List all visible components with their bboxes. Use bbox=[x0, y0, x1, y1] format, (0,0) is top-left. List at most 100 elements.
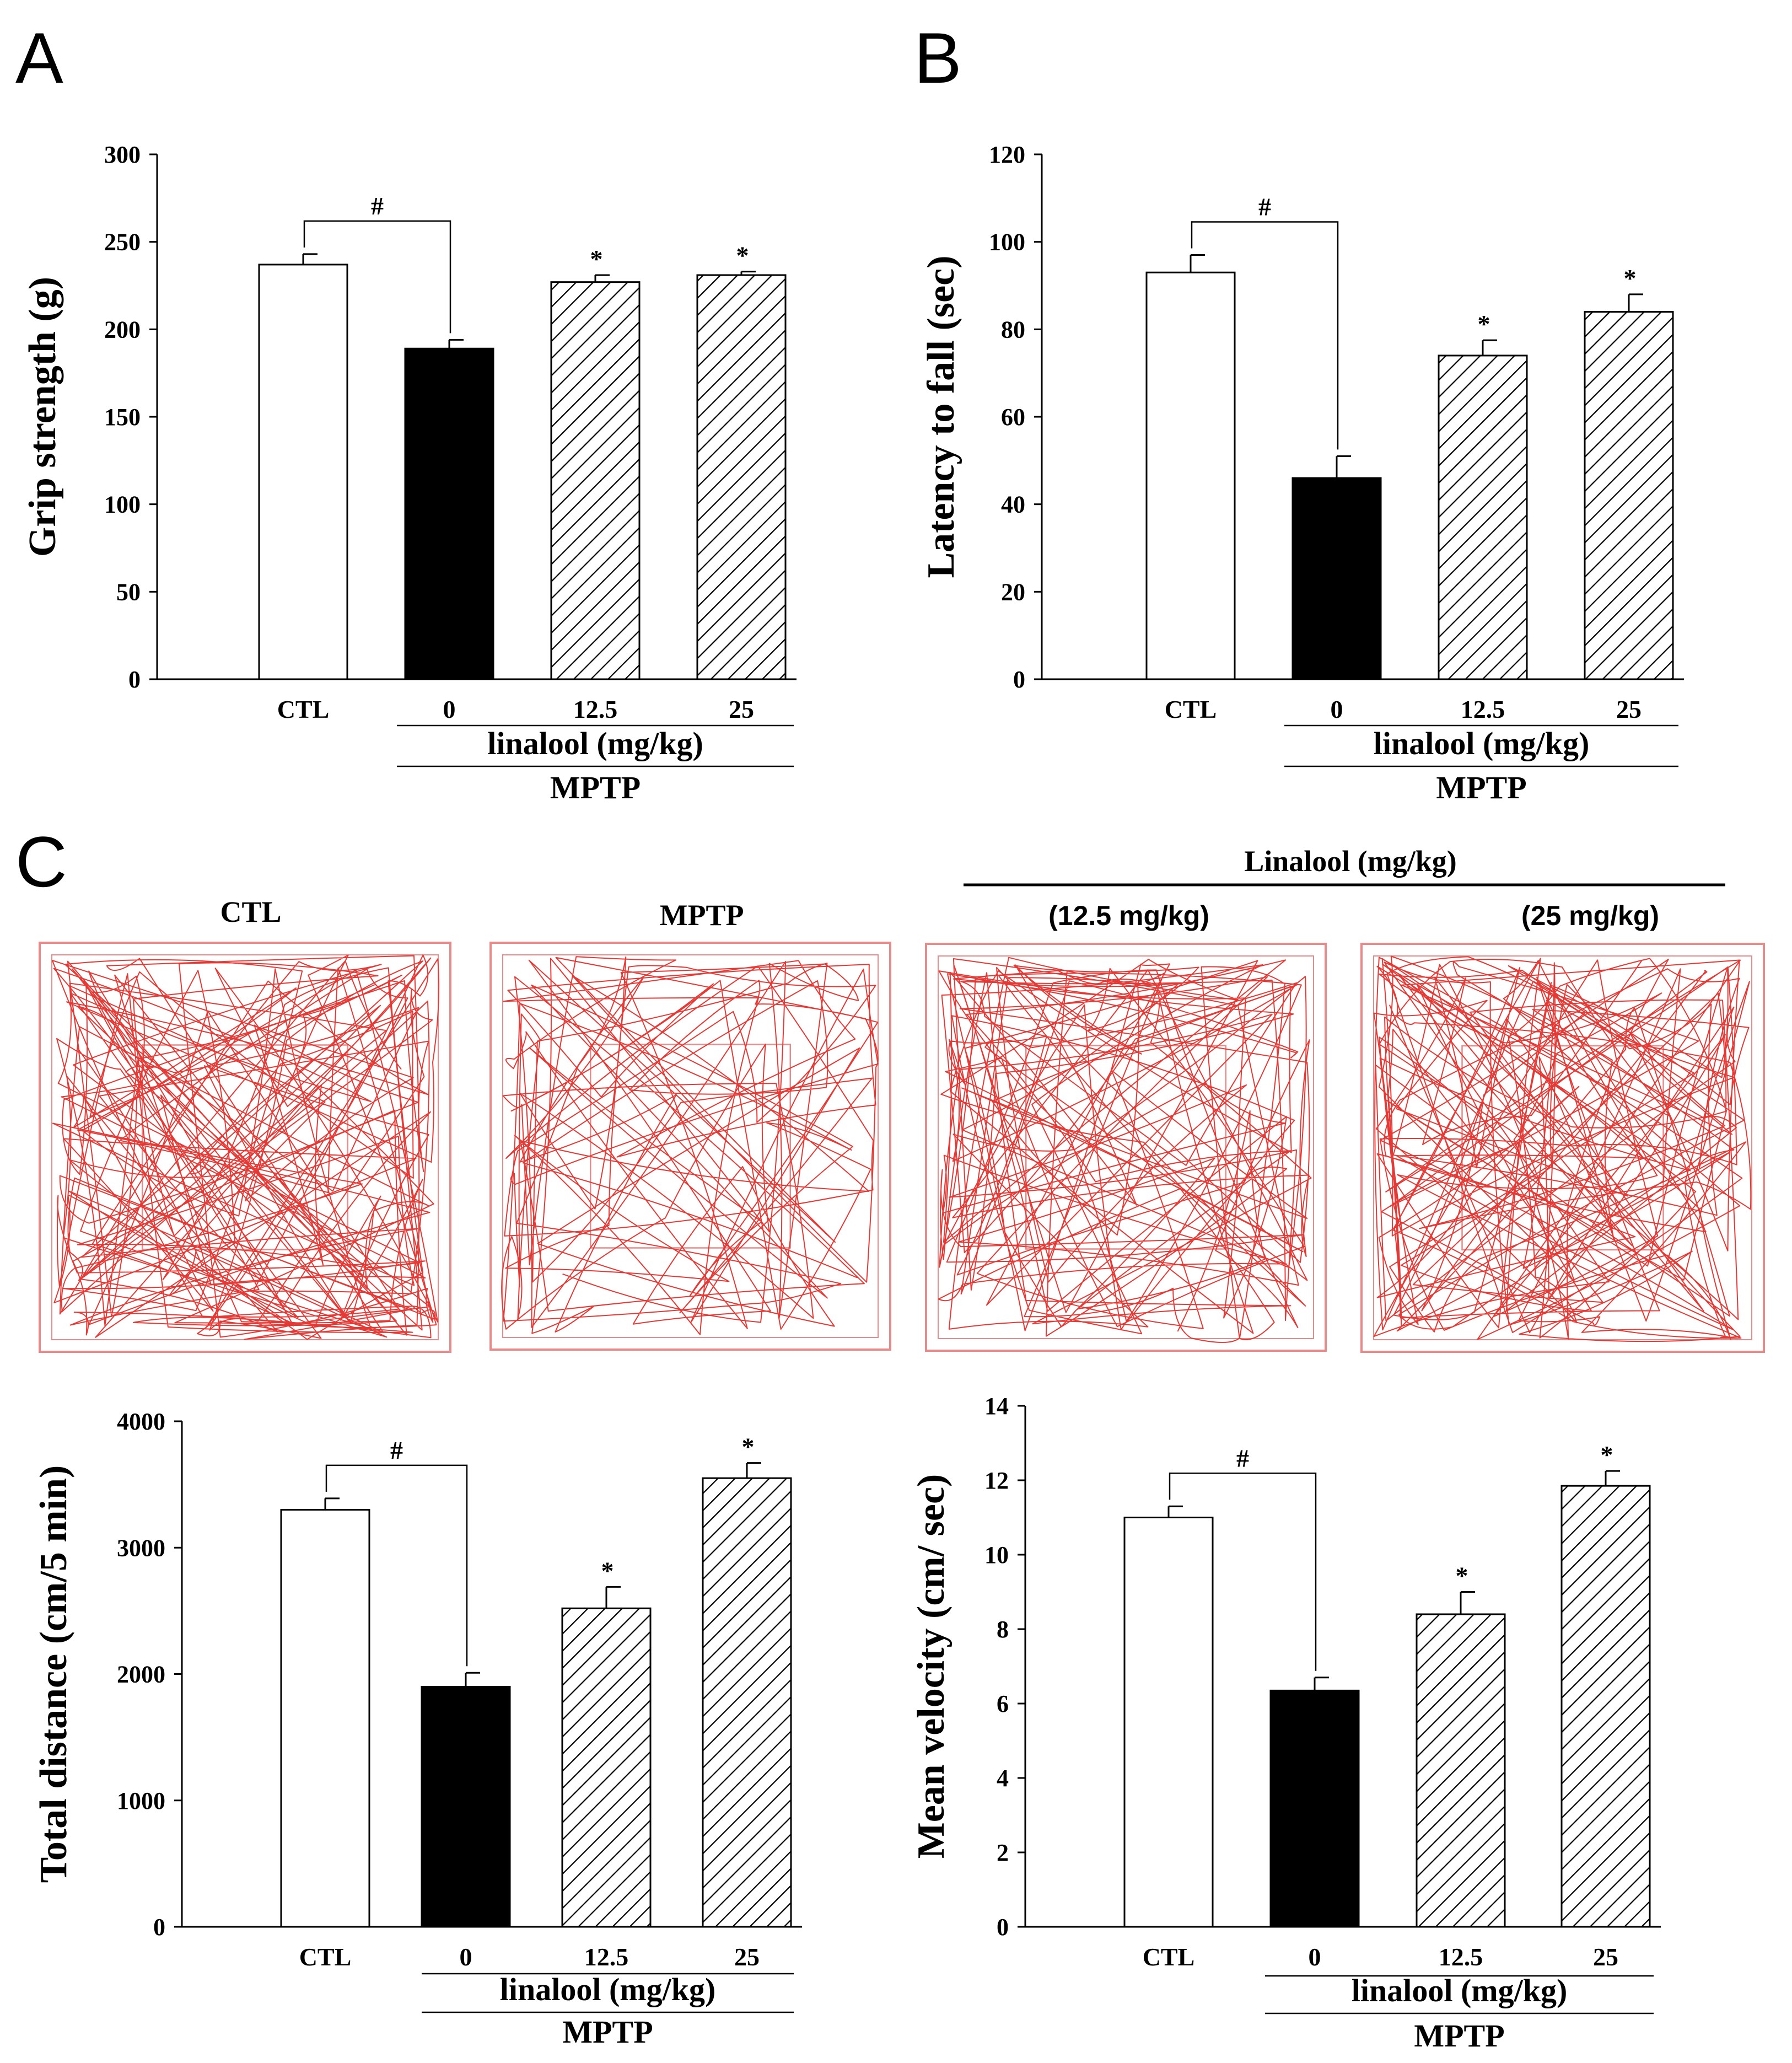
y-tick-label: 8 bbox=[997, 1616, 1009, 1643]
significance-hash: # bbox=[1258, 192, 1271, 221]
y-tick-label: 80 bbox=[1001, 316, 1025, 343]
total-distance-chart: 0 1000 2000 3000 4000 Total distance (cm/5 mi… bbox=[33, 1408, 802, 2050]
bar-0 bbox=[421, 1685, 511, 1928]
significance-star: * bbox=[1456, 1562, 1468, 1590]
arena-label-mptp: MPTP bbox=[660, 899, 744, 932]
arena-ctl bbox=[39, 942, 451, 1353]
panel-letter-c: C bbox=[15, 821, 67, 902]
significance-hash: # bbox=[390, 1436, 403, 1464]
panel-letter-b: B bbox=[914, 18, 962, 98]
y-tick-label: 60 bbox=[1001, 404, 1025, 431]
group-label: linalool (mg/kg) bbox=[500, 1971, 716, 2007]
category-label: 25 bbox=[1593, 1943, 1618, 1971]
significance-hash: # bbox=[1236, 1444, 1249, 1472]
arena-label-12-5: (12.5 mg/kg) bbox=[1048, 900, 1209, 931]
arena-label-ctl: CTL bbox=[220, 895, 281, 928]
significance-bracket bbox=[303, 220, 451, 334]
y-axis-label: Mean velocity (cm/ sec) bbox=[910, 1474, 952, 1859]
category-label: 12.5 bbox=[584, 1943, 629, 1971]
grip-strength-chart: 0 50 100 150 200 250 300 Grip strength (g) CTL 0 1… bbox=[21, 141, 797, 805]
y-tick-label: 150 bbox=[104, 404, 141, 431]
arena-linalool-12-5 bbox=[925, 943, 1327, 1352]
y-tick-label: 50 bbox=[116, 578, 141, 605]
arena-inner-border bbox=[1373, 955, 1752, 1340]
category-label: 0 bbox=[1309, 1943, 1321, 1971]
category-label: 25 bbox=[734, 1943, 760, 1971]
arena-label-25: (25 mg/kg) bbox=[1521, 900, 1659, 931]
movement-track bbox=[938, 957, 1312, 1343]
significance-star: * bbox=[1601, 1441, 1613, 1469]
category-label: 25 bbox=[729, 695, 754, 723]
arena-center-zone bbox=[142, 1044, 348, 1250]
y-tick-label: 200 bbox=[104, 316, 141, 343]
category-label: CTL bbox=[1143, 1943, 1195, 1971]
category-label: CTL bbox=[299, 1943, 352, 1971]
significance-star: * bbox=[601, 1556, 614, 1584]
open-field-tracks: CTL MPTP Linalool (mg/kg) (12.5 mg/kg) (… bbox=[39, 845, 1765, 1353]
significance-bracket bbox=[325, 1464, 468, 1667]
y-tick-label: 12 bbox=[984, 1467, 1009, 1494]
arena-mptp bbox=[489, 942, 891, 1351]
category-label: 0 bbox=[443, 695, 456, 723]
y-axis-label: Grip strength (g) bbox=[21, 277, 64, 557]
y-tick-label: 100 bbox=[989, 229, 1025, 256]
category-label: 12.5 bbox=[1461, 695, 1505, 723]
outer-group-label: MPTP bbox=[550, 770, 641, 805]
y-axis-label: Latency to fall (sec) bbox=[920, 255, 962, 578]
significance-bracket bbox=[1191, 221, 1339, 450]
y-tick-label: 40 bbox=[1001, 491, 1025, 518]
y-tick-label: 300 bbox=[104, 141, 141, 168]
bar-12-5 bbox=[550, 281, 641, 680]
mean-velocity-chart: 0 2 4 6 8 10 12 14 Mean velocity (cm/ sec) CTL 0 12… bbox=[910, 1393, 1661, 2054]
outer-group-label: MPTP bbox=[562, 2014, 653, 2050]
significance-hash: # bbox=[371, 192, 384, 220]
y-tick-label: 2 bbox=[997, 1839, 1009, 1866]
bar-ctl bbox=[280, 1508, 370, 1928]
bar-12-5 bbox=[1416, 1613, 1506, 1928]
y-tick-label: 120 bbox=[989, 141, 1025, 168]
bar-12-5 bbox=[561, 1607, 652, 1928]
category-label: 0 bbox=[1331, 695, 1343, 723]
movement-track bbox=[1373, 955, 1752, 1342]
y-axis-label: Total distance (cm/5 min) bbox=[33, 1465, 75, 1883]
linalool-header: Linalool (mg/kg) bbox=[1244, 845, 1457, 878]
arena-inner-border bbox=[938, 955, 1314, 1339]
bar-ctl bbox=[1123, 1517, 1214, 1928]
arena-border bbox=[489, 942, 891, 1351]
category-label: 25 bbox=[1616, 695, 1642, 723]
y-tick-label: 3000 bbox=[117, 1534, 165, 1561]
panel-letter-a: A bbox=[15, 18, 63, 98]
bar-25 bbox=[696, 274, 787, 680]
arena-linalool-25 bbox=[1360, 943, 1765, 1353]
y-tick-label: 0 bbox=[997, 1914, 1009, 1941]
y-tick-label: 4 bbox=[997, 1765, 1009, 1792]
bar-ctl bbox=[1145, 271, 1236, 680]
y-tick-label: 6 bbox=[997, 1690, 1009, 1717]
bar-0 bbox=[404, 347, 494, 680]
bar-25 bbox=[702, 1477, 792, 1928]
outer-group-label: MPTP bbox=[1414, 2018, 1504, 2054]
bar-25 bbox=[1560, 1485, 1651, 1928]
movement-track bbox=[51, 954, 440, 1340]
arena-inner-border bbox=[502, 954, 879, 1338]
category-label: 12.5 bbox=[573, 695, 618, 723]
outer-group-label: MPTP bbox=[1436, 770, 1526, 805]
y-tick-label: 0 bbox=[128, 666, 141, 693]
arena-center-zone bbox=[590, 1044, 791, 1249]
significance-star: * bbox=[742, 1433, 755, 1461]
y-tick-label: 0 bbox=[153, 1914, 165, 1941]
y-tick-label: 10 bbox=[984, 1541, 1009, 1568]
significance-bracket bbox=[1169, 1473, 1317, 1671]
category-label: 12.5 bbox=[1439, 1943, 1483, 1971]
bar-0 bbox=[1291, 477, 1382, 680]
significance-star: * bbox=[1478, 310, 1490, 338]
group-label: linalool (mg/kg) bbox=[487, 726, 703, 761]
y-tick-label: 14 bbox=[984, 1393, 1009, 1420]
group-label: linalool (mg/kg) bbox=[1374, 726, 1590, 761]
bar-ctl bbox=[258, 264, 348, 680]
significance-star: * bbox=[736, 241, 749, 270]
y-tick-label: 1000 bbox=[117, 1787, 165, 1814]
y-tick-label: 0 bbox=[1013, 666, 1025, 693]
movement-track bbox=[501, 956, 879, 1335]
